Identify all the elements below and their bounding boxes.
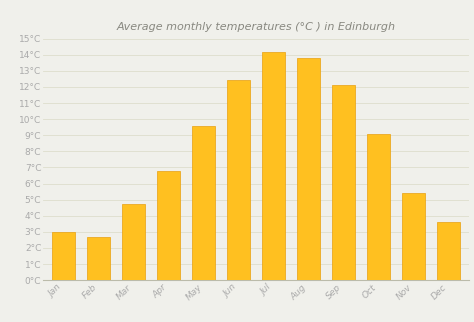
Bar [157,171,180,280]
Bar [262,52,285,280]
Bar [227,80,250,280]
Bar [437,222,460,280]
Bar [402,193,425,280]
Bar [297,58,320,280]
Title: Average monthly temperatures (°C ) in Edinburgh: Average monthly temperatures (°C ) in Ed… [117,22,395,32]
Bar [52,232,75,280]
Bar [87,237,110,280]
Bar [332,85,355,280]
Bar [367,134,390,280]
Bar [192,126,215,280]
Bar [122,204,145,280]
